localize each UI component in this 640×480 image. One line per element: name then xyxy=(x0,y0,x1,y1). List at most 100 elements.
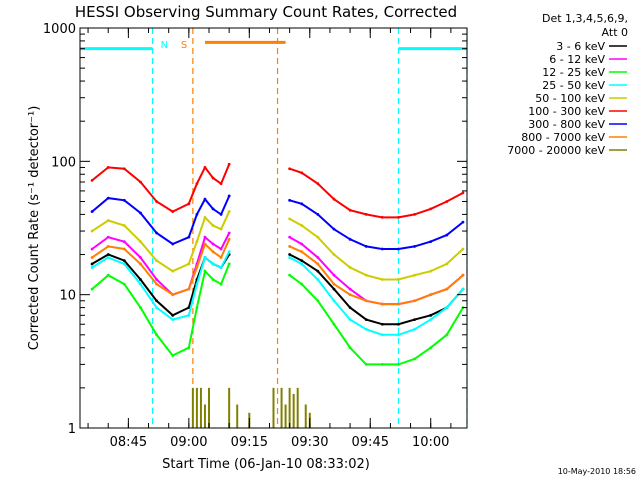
data-point xyxy=(380,247,384,251)
data-point xyxy=(364,273,368,277)
data-point xyxy=(397,278,400,281)
data-point xyxy=(227,250,231,254)
data-point xyxy=(413,357,416,361)
data-point xyxy=(227,262,231,266)
data-point xyxy=(106,273,110,277)
data-point xyxy=(195,306,199,309)
data-point xyxy=(211,176,215,180)
data-point xyxy=(288,245,292,248)
data-point xyxy=(288,273,292,277)
data-point xyxy=(461,220,465,224)
data-point xyxy=(288,256,292,259)
footer-date: 10-May-2010 18:56 xyxy=(558,467,636,476)
x-tick-label: 09:00 xyxy=(170,435,207,450)
data-point xyxy=(413,273,416,277)
data-point xyxy=(380,215,384,219)
data-point xyxy=(380,333,384,337)
data-point xyxy=(445,262,449,266)
data-point xyxy=(211,224,215,227)
data-point xyxy=(139,256,142,259)
data-point xyxy=(171,210,175,213)
data-point xyxy=(300,242,304,246)
data-point xyxy=(332,299,336,303)
data-point xyxy=(316,235,320,239)
data-point xyxy=(445,233,449,237)
data-point xyxy=(155,306,158,309)
data-point xyxy=(155,282,158,286)
data-point xyxy=(155,299,158,303)
data-point xyxy=(106,235,110,239)
data-point xyxy=(445,333,449,337)
data-point xyxy=(300,282,304,286)
data-point xyxy=(348,208,352,212)
data-point xyxy=(139,278,142,281)
data-point xyxy=(195,282,199,286)
data-point xyxy=(122,198,126,202)
data-point xyxy=(332,322,336,326)
data-point xyxy=(380,302,384,306)
data-point xyxy=(139,240,142,244)
legend-label: 300 - 800 keV xyxy=(528,118,605,131)
data-point xyxy=(364,327,368,331)
x-tick-label: 08:45 xyxy=(110,435,147,450)
data-point xyxy=(348,237,352,241)
data-point xyxy=(171,269,175,273)
data-point xyxy=(429,240,433,244)
x-axis-label: Start Time (06-Jan-10 08:33:02) xyxy=(162,457,370,472)
data-point xyxy=(122,240,126,244)
data-point xyxy=(203,235,207,239)
data-point xyxy=(445,306,449,309)
data-point xyxy=(155,278,158,281)
data-point xyxy=(155,231,158,235)
data-point xyxy=(122,282,126,286)
x-tick-label: 09:15 xyxy=(231,435,268,450)
data-point xyxy=(316,256,320,259)
data-point xyxy=(187,313,191,317)
legend-label: 6 - 12 keV xyxy=(549,53,605,66)
data-point xyxy=(397,362,400,366)
data-point xyxy=(203,269,207,273)
data-point xyxy=(203,242,207,246)
data-point xyxy=(171,293,175,297)
data-point xyxy=(413,245,416,248)
legend-label: 3 - 6 keV xyxy=(556,40,605,53)
data-point xyxy=(122,247,126,251)
plot-frame xyxy=(79,27,468,429)
data-point xyxy=(203,166,207,169)
data-point xyxy=(300,262,304,266)
data-point xyxy=(364,362,368,366)
data-point xyxy=(155,259,158,263)
data-point xyxy=(106,256,110,259)
data-point xyxy=(139,211,142,215)
data-point xyxy=(219,256,223,259)
data-point xyxy=(380,362,384,366)
data-point xyxy=(300,171,304,175)
data-point xyxy=(316,299,320,303)
legend-title-line-2: Att 0 xyxy=(602,26,628,39)
data-point xyxy=(187,235,191,239)
data-point xyxy=(413,318,416,322)
data-point xyxy=(219,212,223,216)
data-point xyxy=(397,247,400,251)
y-tick-label: 100 xyxy=(51,155,76,170)
data-point xyxy=(332,273,336,277)
data-point xyxy=(316,269,320,273)
data-point xyxy=(195,240,199,244)
data-point xyxy=(203,197,207,201)
data-point xyxy=(332,287,336,291)
data-point xyxy=(429,269,433,273)
data-point xyxy=(429,293,433,297)
data-point xyxy=(429,318,433,322)
data-point xyxy=(139,180,142,184)
data-point xyxy=(461,287,465,291)
data-point xyxy=(445,287,449,291)
data-point xyxy=(187,306,191,309)
series-line xyxy=(91,238,464,306)
data-point xyxy=(380,278,384,281)
data-point xyxy=(90,266,94,269)
data-point xyxy=(171,242,175,246)
data-point xyxy=(227,231,231,235)
data-point xyxy=(364,245,368,248)
data-point xyxy=(429,313,433,317)
